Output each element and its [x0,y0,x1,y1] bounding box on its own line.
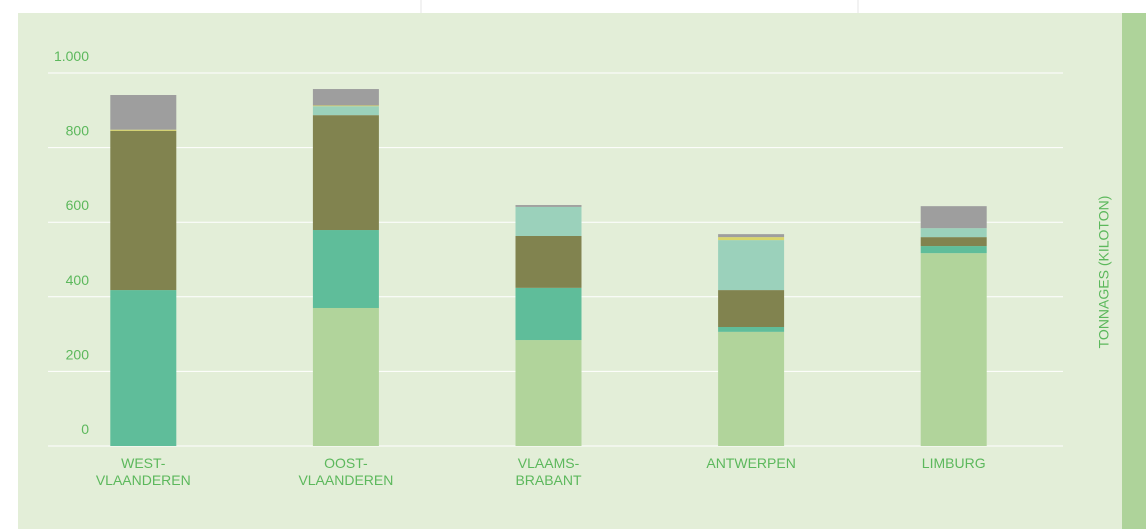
bar-segment [920,206,987,229]
bar-segment [515,287,582,341]
bar-segment [515,236,582,288]
bar-segment [110,130,177,291]
bar-segment [920,228,987,238]
bar-segment [718,331,785,446]
bar-segment [312,106,379,116]
bar-segment [312,230,379,308]
side-band [1122,13,1146,529]
bar-segment [920,246,987,254]
bar-segment [312,89,379,106]
y-tick-label: 600 [66,197,90,213]
bar-segment [920,237,987,247]
x-tick-label: VLAAMS-BRABANT [515,455,582,488]
bar-segment [110,95,177,130]
bar-segment [718,237,785,241]
bar-segment [110,129,177,131]
y-tick-label: 200 [66,346,90,362]
x-tick-label: OOST-VLAANDEREN [298,455,393,488]
y-tick-label: 400 [66,272,90,288]
bar-segment [718,240,785,291]
y-tick-label: 0 [81,421,89,437]
bar-segment [718,290,785,328]
bar-segment [110,290,177,446]
bar-segment [718,234,785,238]
bar-segment [312,115,379,231]
x-tick-label: WEST-VLAANDEREN [96,455,191,488]
bar-segment [312,307,379,446]
bar-segment [515,206,582,237]
bar-segment [920,253,987,446]
bar-segment [515,205,582,207]
y-tick-label: 800 [66,123,90,139]
x-tick-label: ANTWERPEN [706,455,795,471]
bar-segment [515,340,582,446]
y-axis-label: TONNAGES (KILOTON) [1096,196,1112,349]
bar-segment [718,327,785,332]
y-tick-label: 1.000 [54,48,89,64]
bar-segment [312,105,379,107]
x-tick-label: LIMBURG [922,455,986,471]
